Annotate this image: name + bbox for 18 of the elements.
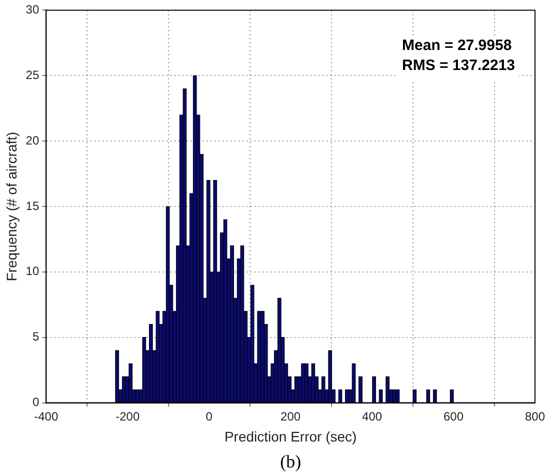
y-tick-label: 20 [26, 133, 40, 148]
y-axis-title: Frequency (# of aircraft) [3, 132, 20, 282]
y-tick-label: 25 [26, 68, 40, 82]
x-tick-label: 600 [444, 409, 464, 424]
text: (b) [280, 452, 302, 472]
annotation: Mean = 27.9958 RMS = 137.2213 [402, 36, 516, 74]
y-tick-label: 10 [26, 264, 40, 278]
x-tick-label: 0 [206, 409, 213, 424]
x-tick-label: 200 [280, 409, 301, 424]
y-tick-label: 30 [26, 2, 40, 17]
x-tick-label: -400 [34, 409, 58, 424]
y-tick-label: 0 [32, 395, 40, 410]
x-tick-label: 400 [362, 409, 382, 424]
y-tick-label: 15 [26, 198, 40, 213]
x-axis-title: Prediction Error (sec) [224, 428, 357, 444]
x-tick-label: -200 [116, 409, 140, 424]
y-tick-label: 5 [32, 330, 40, 344]
x-tick-label: 800 [524, 409, 546, 424]
